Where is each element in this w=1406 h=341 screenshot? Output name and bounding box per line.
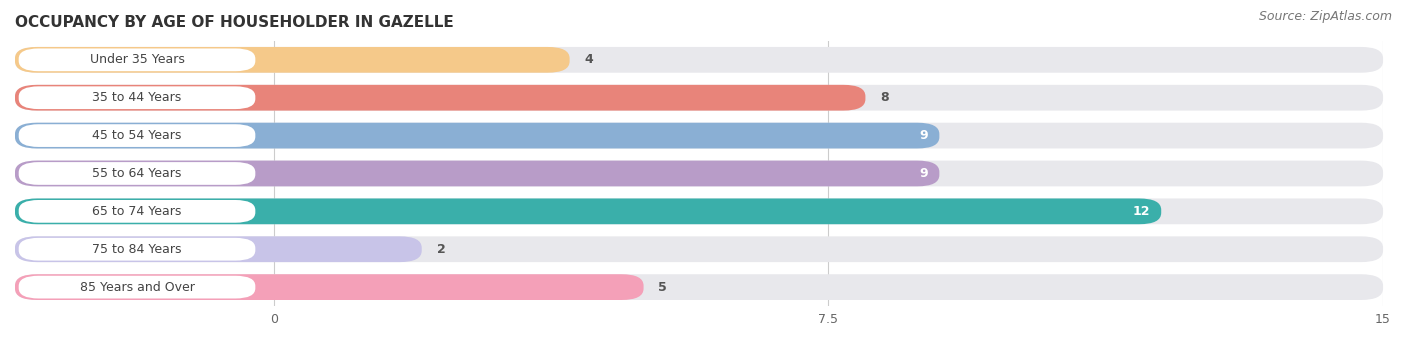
Text: 55 to 64 Years: 55 to 64 Years: [93, 167, 181, 180]
FancyBboxPatch shape: [18, 276, 256, 298]
FancyBboxPatch shape: [15, 198, 1161, 224]
FancyBboxPatch shape: [15, 198, 1384, 224]
Text: 8: 8: [880, 91, 889, 104]
Text: 75 to 84 Years: 75 to 84 Years: [93, 243, 181, 256]
FancyBboxPatch shape: [15, 85, 1384, 110]
Text: 9: 9: [920, 129, 928, 142]
FancyBboxPatch shape: [15, 161, 1384, 186]
FancyBboxPatch shape: [15, 123, 1384, 148]
Text: 65 to 74 Years: 65 to 74 Years: [93, 205, 181, 218]
FancyBboxPatch shape: [15, 47, 569, 73]
FancyBboxPatch shape: [15, 85, 866, 110]
FancyBboxPatch shape: [15, 274, 644, 300]
Text: 2: 2: [436, 243, 446, 256]
FancyBboxPatch shape: [18, 162, 256, 185]
Text: 4: 4: [585, 53, 593, 66]
FancyBboxPatch shape: [18, 124, 256, 147]
Text: Source: ZipAtlas.com: Source: ZipAtlas.com: [1258, 10, 1392, 23]
FancyBboxPatch shape: [15, 161, 939, 186]
Text: 85 Years and Over: 85 Years and Over: [80, 281, 194, 294]
FancyBboxPatch shape: [18, 48, 256, 71]
Text: Under 35 Years: Under 35 Years: [90, 53, 184, 66]
Text: 9: 9: [920, 167, 928, 180]
FancyBboxPatch shape: [18, 86, 256, 109]
FancyBboxPatch shape: [18, 238, 256, 261]
FancyBboxPatch shape: [15, 236, 1384, 262]
FancyBboxPatch shape: [18, 200, 256, 223]
Text: 45 to 54 Years: 45 to 54 Years: [93, 129, 181, 142]
FancyBboxPatch shape: [15, 274, 1384, 300]
Text: 12: 12: [1133, 205, 1150, 218]
FancyBboxPatch shape: [15, 236, 422, 262]
FancyBboxPatch shape: [15, 47, 1384, 73]
Text: 5: 5: [658, 281, 666, 294]
Text: 35 to 44 Years: 35 to 44 Years: [93, 91, 181, 104]
Text: OCCUPANCY BY AGE OF HOUSEHOLDER IN GAZELLE: OCCUPANCY BY AGE OF HOUSEHOLDER IN GAZEL…: [15, 15, 454, 30]
FancyBboxPatch shape: [15, 123, 939, 148]
